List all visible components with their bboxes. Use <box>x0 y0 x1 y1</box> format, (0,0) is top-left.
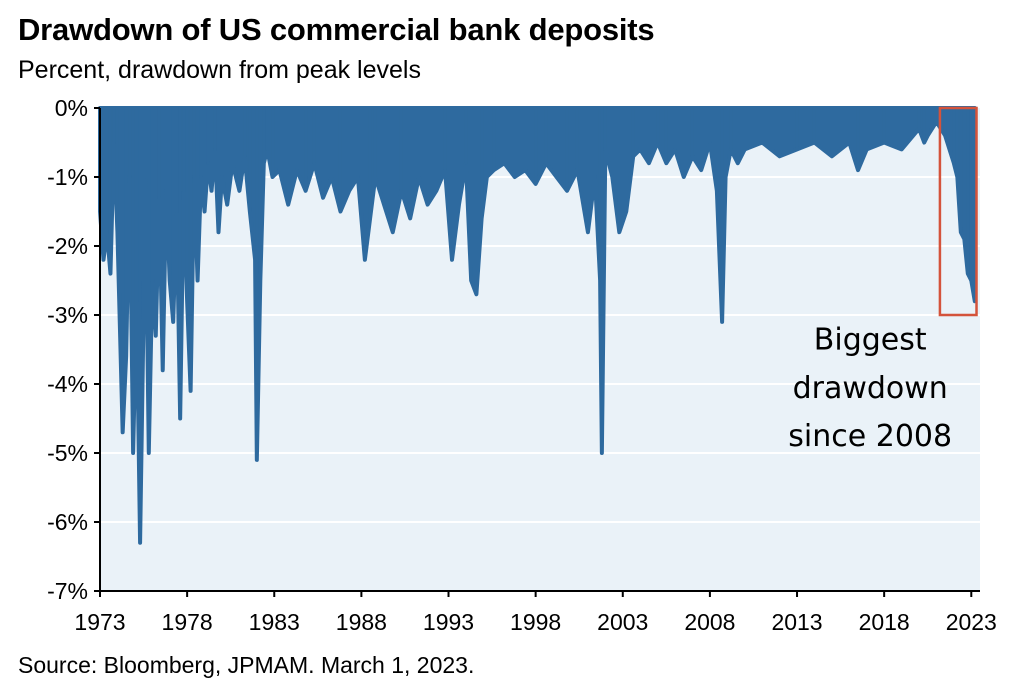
x-tick-label-9: 2018 <box>859 609 910 635</box>
y-tick-label-1: -1% <box>47 164 88 190</box>
x-tick-label-2: 1983 <box>249 609 300 635</box>
highlight-box <box>938 106 978 317</box>
y-tick-label-5: -5% <box>47 440 88 466</box>
x-tick-label-5: 1998 <box>510 609 561 635</box>
x-tick-label-4: 1993 <box>423 609 474 635</box>
x-tick-label-3: 1988 <box>336 609 387 635</box>
ticks-layer: 0% -1% -2% -3% -4% -5% -6% -7% 1973 1978 1983 1988 1… <box>47 95 997 635</box>
x-tick-label-1: 1978 <box>162 609 213 635</box>
y-tick-label-0: 0% <box>55 95 88 121</box>
x-tick-label-8: 2013 <box>771 609 822 635</box>
source-note: Source: Bloomberg, JPMAM. March 1, 2023. <box>18 652 475 678</box>
annotation-line-0: Biggest <box>814 323 927 358</box>
x-tick-label-7: 2008 <box>684 609 735 635</box>
y-tick-label-2: -2% <box>47 233 88 259</box>
series-layer <box>98 106 977 545</box>
grid-lines <box>100 176 980 523</box>
annotation-layer: Biggest drawdown since 2008 <box>788 106 978 454</box>
y-tick-label-4: -4% <box>47 371 88 397</box>
chart-title: Drawdown of US commercial bank deposits <box>18 12 655 47</box>
axes-layer <box>99 108 980 592</box>
annotation-line-1: drawdown <box>793 371 948 406</box>
y-tick-label-7: -7% <box>47 578 88 604</box>
x-tick-label-10: 2023 <box>946 609 997 635</box>
y-tick-label-6: -6% <box>47 509 88 535</box>
chart-subtitle: Percent, drawdown from peak levels <box>18 56 421 84</box>
x-tick-label-6: 2003 <box>597 609 648 635</box>
annotation-line-2: since 2008 <box>788 419 952 454</box>
x-tick-label-0: 1973 <box>74 609 125 635</box>
y-tick-label-3: -3% <box>47 302 88 328</box>
